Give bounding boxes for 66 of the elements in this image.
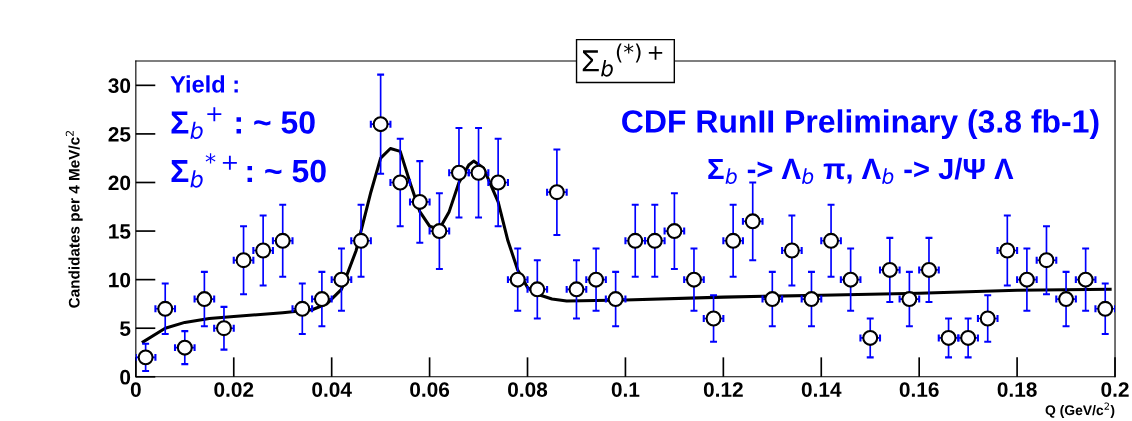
point: [744, 213, 761, 230]
point: [1018, 271, 1035, 288]
point: [685, 271, 702, 288]
annotation: CDF RunII Preliminary (3.8 fb-1): [622, 109, 1099, 140]
x-tick-label: 0.16: [899, 382, 939, 397]
point: [235, 252, 252, 269]
y-tick-label: 20: [108, 175, 131, 191]
y-axis-title: Candidates per 4 MeV/c$^{2}$: [65, 130, 83, 308]
point: [137, 349, 154, 366]
point: [176, 339, 193, 356]
point: [333, 271, 350, 288]
point: [529, 281, 546, 298]
point: [372, 116, 389, 133]
point: [1038, 252, 1055, 269]
point: [353, 232, 370, 249]
point: [431, 223, 448, 240]
point: [490, 174, 507, 191]
y-tick-label: 0: [120, 369, 131, 385]
point: [803, 291, 820, 308]
point: [509, 271, 526, 288]
point: [607, 291, 624, 308]
point: [392, 174, 409, 191]
point: [568, 281, 585, 298]
x-tick-label: 0.12: [703, 382, 743, 397]
x-tick-label: 0: [130, 382, 141, 397]
y-tick-label: 25: [108, 126, 131, 142]
y-tick-label: 5: [120, 321, 131, 336]
point: [588, 271, 605, 288]
point: [823, 232, 840, 249]
chart-title: Σ$_{b}$$^{(*)+}$: [582, 43, 663, 77]
point: [725, 232, 742, 249]
point: [157, 300, 174, 317]
x-tick-label: 0.14: [801, 382, 842, 397]
x-tick-label: 0.08: [508, 382, 548, 397]
point: [196, 291, 213, 308]
x-tick-label: 0.06: [410, 382, 450, 397]
annotation: Σ$_{b}$$^{+}$ : ~ 50: [171, 107, 315, 139]
x-tick-label: 0.18: [997, 382, 1037, 397]
annotation: Σ$_{b}$ -> Λ$_{b}$ π, Λ$_{b}$ -> J/Ψ Λ: [708, 157, 1014, 185]
point: [1097, 300, 1114, 317]
point: [313, 291, 330, 308]
x-tick-label: 0.04: [312, 382, 352, 397]
annotation: Σ$_{b}$$^{*+}$: ~ 50: [171, 153, 326, 188]
annotation: Yield :: [170, 75, 238, 93]
point: [1058, 291, 1075, 308]
y-tick-label: 10: [109, 272, 131, 288]
point: [666, 223, 683, 240]
y-tick-label: 15: [109, 224, 131, 239]
point: [411, 193, 428, 210]
x-axis-title: Q (GeV/c$^{2}$): [1045, 402, 1115, 418]
point: [215, 320, 232, 337]
line-series: [141, 146, 1112, 344]
point: [842, 271, 859, 288]
x-tick-label: 0.1: [611, 382, 640, 397]
point: [881, 261, 898, 278]
x-tick-label: 0.2: [1101, 382, 1129, 397]
point: [764, 291, 781, 308]
point: [1077, 271, 1094, 288]
point: [920, 261, 937, 278]
point: [862, 329, 879, 346]
x-tick-label: 0.02: [214, 382, 254, 397]
y-tick-label: 30: [108, 78, 131, 94]
point: [548, 184, 565, 201]
point: [294, 300, 311, 317]
point: [901, 291, 918, 308]
point: [274, 232, 291, 249]
